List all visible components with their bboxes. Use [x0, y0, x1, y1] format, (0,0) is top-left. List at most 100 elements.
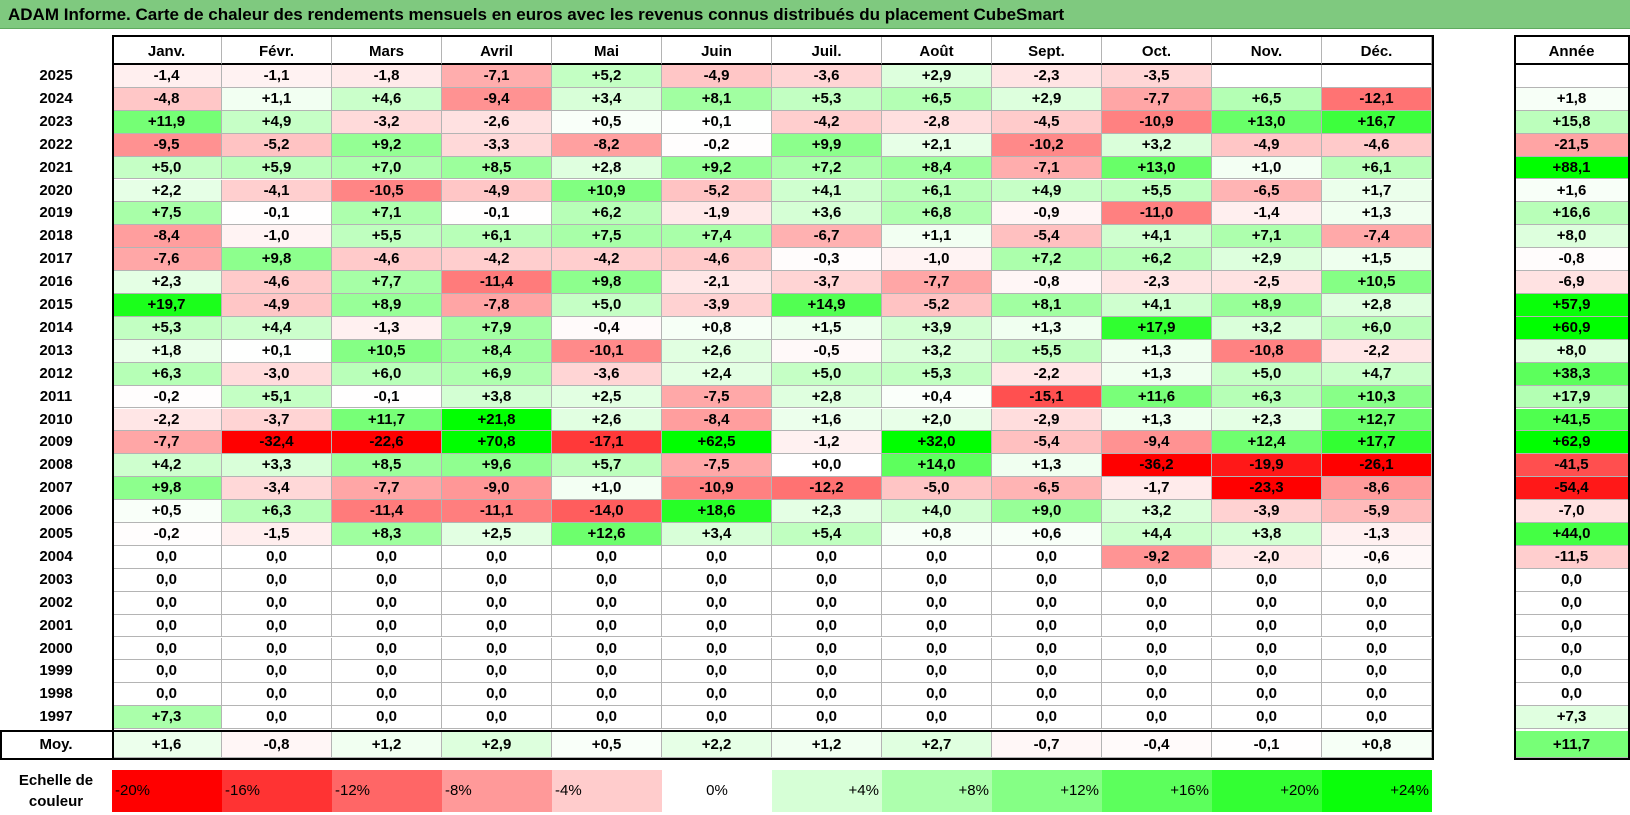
heatmap-cell: +21,8: [442, 408, 552, 432]
heatmap-cell: +7,0: [332, 156, 442, 180]
heatmap-cell: +11,7: [332, 408, 442, 432]
heatmap-cell: +6,9: [442, 362, 552, 386]
heatmap-cell: +0,5: [112, 500, 222, 523]
average-cell: -0,4: [1102, 731, 1212, 759]
heatmap-cell: -12,1: [1322, 87, 1432, 111]
heatmap-cell: 0,0: [552, 637, 662, 661]
heatmap-cell: -5,4: [992, 225, 1102, 249]
heatmap-cell: -36,2: [1102, 454, 1212, 478]
heatmap-cell: -7,7: [882, 271, 992, 294]
heatmap-cell: -12,2: [772, 477, 882, 501]
heatmap-cell: 0,0: [992, 568, 1102, 592]
heatmap-cell: -2,8: [882, 110, 992, 134]
year-label: 2016: [0, 271, 112, 294]
heatmap-cell: +1,3: [1102, 408, 1212, 432]
heatmap-cell: -4,9: [1212, 133, 1322, 157]
heatmap-cell: 0,0: [662, 545, 772, 569]
heatmap-cell: +8,9: [332, 294, 442, 317]
heatmap-cell: 0,0: [882, 660, 992, 684]
heatmap-cell: -0,3: [772, 248, 882, 272]
heatmap-cell: 0,0: [772, 591, 882, 615]
heatmap-cell: +2,3: [1212, 408, 1322, 432]
year-label: 2001: [0, 614, 112, 638]
heatmap-cell: -8,4: [662, 408, 772, 432]
heatmap-cell: 0,0: [332, 683, 442, 707]
heatmap-cell: +10,5: [332, 339, 442, 363]
month-header: Juil.: [772, 35, 882, 65]
heatmap-cell: 0,0: [992, 706, 1102, 730]
legend-step: -8%: [442, 770, 552, 812]
annual-cell: -41,5: [1514, 454, 1630, 478]
annual-cell: 0,0: [1514, 683, 1630, 707]
year-label: 2020: [0, 179, 112, 203]
heatmap-cell: -0,4: [552, 316, 662, 340]
year-label: 2024: [0, 87, 112, 111]
heatmap-cell: 0,0: [882, 683, 992, 707]
heatmap-cell: +10,3: [1322, 385, 1432, 409]
heatmap-cell: 0,0: [772, 637, 882, 661]
heatmap-cell: +4,6: [332, 87, 442, 111]
heatmap-cell: +5,3: [112, 316, 222, 340]
heatmap-cell: 0,0: [552, 568, 662, 592]
legend-step: 0%: [662, 770, 772, 812]
heatmap-cell: -1,3: [1322, 523, 1432, 546]
heatmap-cell: +7,2: [772, 156, 882, 180]
heatmap-cell: +12,4: [1212, 431, 1322, 455]
annual-cell: +41,5: [1514, 408, 1630, 432]
heatmap-cell: +0,1: [662, 110, 772, 134]
heatmap-cell: 0,0: [552, 591, 662, 615]
year-label: 2002: [0, 591, 112, 615]
heatmap-cell: +9,2: [662, 156, 772, 180]
heatmap-cell: -4,6: [1322, 133, 1432, 157]
year-label: 1998: [0, 683, 112, 707]
annual-cell: +17,9: [1514, 385, 1630, 409]
heatmap-cell: -7,7: [112, 431, 222, 455]
heatmap-cell: +1,3: [1102, 362, 1212, 386]
heatmap-cell: -2,1: [662, 271, 772, 294]
year-label: 2022: [0, 133, 112, 157]
annual-cell: -54,4: [1514, 477, 1630, 501]
heatmap-cell: 0,0: [222, 614, 332, 638]
heatmap-cell: 0,0: [1322, 683, 1432, 707]
heatmap-cell: -0,8: [992, 271, 1102, 294]
heatmap-cell: +2,6: [552, 408, 662, 432]
heatmap-cell: -7,7: [1102, 87, 1212, 111]
heatmap-cell: -7,6: [112, 248, 222, 272]
heatmap-cell: +10,9: [552, 179, 662, 203]
heatmap-cell: +2,0: [882, 408, 992, 432]
heatmap-cell: 0,0: [1102, 683, 1212, 707]
heatmap-cell: -4,5: [992, 110, 1102, 134]
heatmap-cell: +7,1: [332, 202, 442, 226]
heatmap-cell: +19,7: [112, 294, 222, 317]
heatmap-cell: +5,5: [332, 225, 442, 249]
heatmap-cell: +6,8: [882, 202, 992, 226]
heatmap-cell: +5,7: [552, 454, 662, 478]
heatmap-cell: +8,9: [1212, 294, 1322, 317]
average-cell: -0,1: [1212, 731, 1322, 759]
heatmap-cell: +17,7: [1322, 431, 1432, 455]
heatmap-cell: 0,0: [112, 660, 222, 684]
heatmap-cell: -6,5: [1212, 179, 1322, 203]
heatmap-cell: +6,1: [882, 179, 992, 203]
heatmap-cell: +3,2: [1212, 316, 1322, 340]
heatmap-cell: +5,1: [222, 385, 332, 409]
heatmap-cell: +4,9: [222, 110, 332, 134]
heatmap-cell: +5,3: [772, 87, 882, 111]
heatmap-cell: +4,2: [112, 454, 222, 478]
heatmap-cell: -3,5: [1102, 65, 1212, 88]
heatmap-cell: 0,0: [772, 568, 882, 592]
heatmap-cell: +3,2: [1102, 500, 1212, 523]
heatmap-cell: 0,0: [1212, 568, 1322, 592]
heatmap-cell: 0,0: [222, 706, 332, 730]
heatmap-cell: +5,5: [1102, 179, 1212, 203]
heatmap-cell: -7,4: [1322, 225, 1432, 249]
heatmap-cell: 0,0: [1102, 660, 1212, 684]
heatmap-cell: +9,0: [992, 500, 1102, 523]
heatmap-cell: +6,2: [1102, 248, 1212, 272]
heatmap-cell: -4,6: [332, 248, 442, 272]
heatmap-cell: -9,2: [1102, 545, 1212, 569]
heatmap-cell: 0,0: [1322, 706, 1432, 730]
heatmap-cell: 0,0: [662, 568, 772, 592]
heatmap-cell: +2,8: [1322, 294, 1432, 317]
year-label: 2018: [0, 225, 112, 249]
